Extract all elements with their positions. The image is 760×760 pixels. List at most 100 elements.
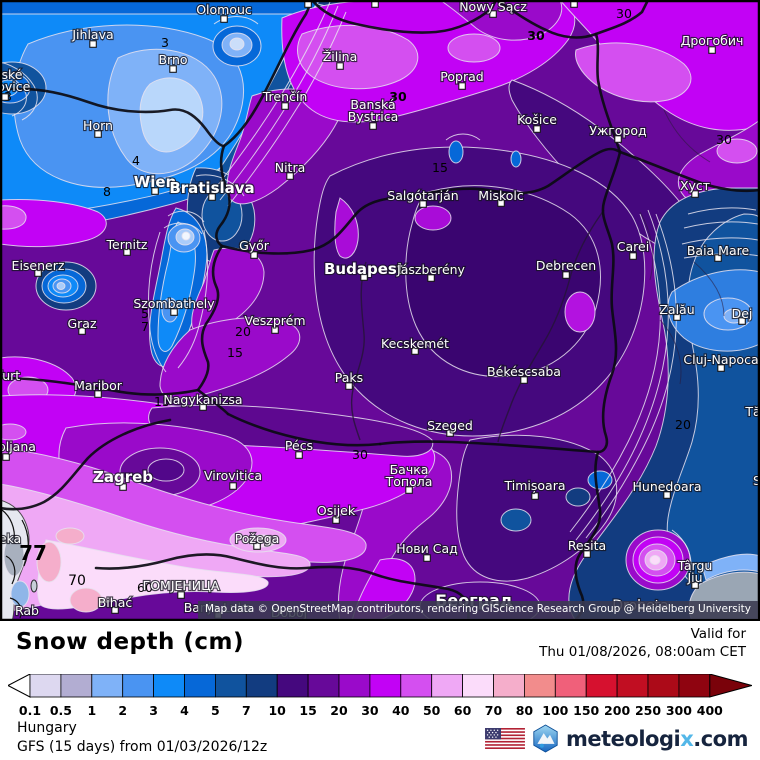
contour-value-label: 7: [141, 319, 149, 334]
contour-value-label: 30: [352, 447, 368, 462]
contour-value-label: 15: [227, 345, 243, 360]
brand-wordmark: meteologix.com: [566, 726, 748, 751]
city-label: ГОМЈЕНИЦА: [143, 578, 220, 593]
brand-footer[interactable]: meteologix.com: [485, 724, 748, 753]
city-label: Olomouc: [196, 2, 252, 17]
city-marker: [123, 248, 131, 256]
city-label: Rab: [15, 603, 39, 618]
city-label: skéjovice: [0, 67, 31, 94]
legend-tick-label: 70: [485, 703, 503, 718]
contour-value-label: 15: [154, 394, 170, 409]
city-label: Tă: [744, 404, 760, 419]
city-marker: [497, 199, 505, 207]
city-label: Osijek: [317, 503, 356, 518]
city-label: Košice: [517, 112, 557, 127]
region-label: Hungary: [17, 720, 77, 736]
city-marker: [208, 193, 216, 201]
city-label: Kecskemét: [381, 336, 449, 351]
city-label: Nagykanizsa: [163, 392, 242, 407]
city-label: Szombathely: [133, 296, 215, 311]
legend-color-segment: [91, 674, 124, 698]
legend-tick-label: 7: [242, 703, 251, 718]
city-label: Debrecen: [536, 258, 596, 273]
city-label: Virovitica: [204, 468, 262, 483]
legend-color-segment: [29, 674, 62, 698]
city-marker: [250, 251, 258, 259]
city-label: Zalău: [659, 302, 694, 317]
legend-color-segment: [307, 674, 340, 698]
legend-tick-label: 300: [666, 703, 692, 718]
city-marker: [533, 125, 541, 133]
legend-tick-label: 0.5: [50, 703, 72, 718]
city-marker: [220, 15, 228, 23]
contour-value-label: 3: [161, 35, 169, 50]
city-label: Szeged: [427, 418, 473, 433]
city-label: Banská Bystrica: [348, 97, 399, 124]
legend-tick-label: 4: [180, 703, 189, 718]
city-marker: [738, 317, 746, 325]
legend-arrow-left: [8, 674, 31, 698]
legend-tick-label: 5: [211, 703, 220, 718]
city-marker: [295, 451, 303, 459]
city-label: Timișoara: [504, 478, 566, 493]
city-marker: [119, 483, 127, 491]
city-marker: [281, 102, 289, 110]
city-marker: [332, 516, 340, 524]
city-marker: [151, 187, 159, 195]
city-label: Eisenerz: [12, 258, 65, 273]
city-label: Дрогобич: [681, 33, 744, 48]
legend-color-segment: [678, 674, 711, 698]
legend-color-segment: [369, 674, 402, 698]
city-marker: [423, 554, 431, 562]
legend-color-segment: [493, 674, 525, 698]
city-label: eka: [0, 531, 21, 546]
legend-tick-label: 40: [392, 703, 410, 718]
city-marker: [1, 93, 9, 101]
city-marker: [199, 403, 207, 411]
city-marker: [2, 453, 10, 461]
city-marker: [583, 550, 591, 558]
city-label: Jászberény: [396, 262, 466, 277]
city-label: Salgótarján: [387, 188, 458, 203]
contour-value-label: 77: [19, 541, 47, 565]
city-marker: [111, 606, 119, 614]
city-label: Békéscsaba: [487, 364, 561, 379]
city-label: Нови Сад: [396, 541, 458, 556]
contour-value-label: 70: [68, 573, 86, 589]
city-marker: [446, 429, 454, 437]
legend-tick-label: 100: [542, 703, 568, 718]
legend-color-segment: [338, 674, 371, 698]
legend-color-segment: [214, 674, 247, 698]
city-label: Nitra: [275, 160, 306, 175]
legend-tick-label: 80: [516, 703, 534, 718]
city-label: Veszprém: [244, 313, 305, 328]
legend-color-segment: [616, 674, 649, 698]
city-marker: [336, 62, 344, 70]
city-marker: [489, 10, 497, 18]
info-panel: Snow depth (cm) Valid for Thu 01/08/2026…: [0, 621, 760, 760]
city-label: Győr: [239, 238, 270, 253]
city-label: Horn: [83, 118, 113, 133]
city-label: Paks: [335, 370, 363, 385]
legend-tick-label: 250: [635, 703, 661, 718]
city-label: S: [753, 473, 760, 488]
legend-tick-label: 1: [87, 703, 96, 718]
legend-tick-label: 60: [454, 703, 472, 718]
contour-value-label: 30: [527, 28, 545, 43]
city-marker: [458, 82, 466, 90]
city-marker: [411, 347, 419, 355]
city-label: Carei: [617, 239, 649, 254]
legend-tick-label: 400: [697, 703, 723, 718]
city-marker: [629, 252, 637, 260]
city-label: Resita: [568, 538, 606, 553]
city-marker: [673, 313, 681, 321]
contour-value-label: 30: [389, 89, 407, 104]
contour-value-label: 60: [137, 580, 153, 595]
weather-map[interactable]: 33483030301557201515303077706020 Olomouc…: [0, 0, 760, 621]
city-label: Zagreb: [93, 468, 153, 486]
legend-tick-label: 10: [268, 703, 286, 718]
city-label: Cluj-Napoca: [683, 352, 758, 367]
city-label: Бачка Топола: [385, 462, 433, 489]
city-label: Pécs: [285, 438, 313, 453]
